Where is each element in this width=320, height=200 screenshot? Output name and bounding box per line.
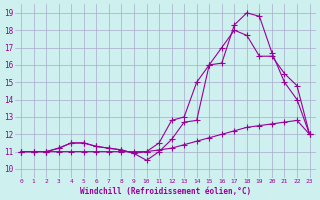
X-axis label: Windchill (Refroidissement éolien,°C): Windchill (Refroidissement éolien,°C): [80, 187, 251, 196]
